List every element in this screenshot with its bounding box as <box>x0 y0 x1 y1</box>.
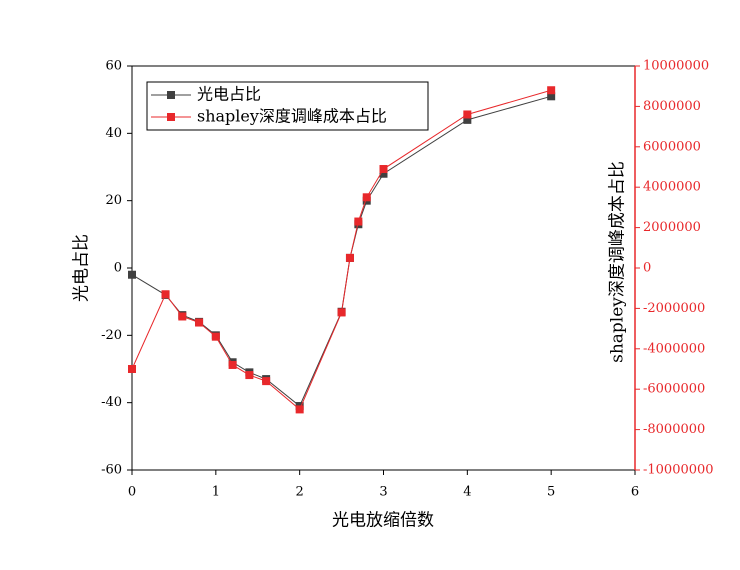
legend-label: 光电占比 <box>197 85 261 104</box>
marker <box>337 308 346 317</box>
marker <box>463 115 472 124</box>
y2-tick-label: -2000000 <box>643 301 705 316</box>
marker <box>379 169 388 178</box>
y2-tick-label: 6000000 <box>643 139 701 154</box>
series-line <box>131 89 552 411</box>
marker <box>161 290 170 299</box>
marker <box>128 270 136 279</box>
y-axis-label: 光电占比 <box>72 234 92 302</box>
x-axis-label: 光电放缩倍数 <box>332 511 434 531</box>
legend-marker <box>167 113 175 121</box>
marker <box>295 405 304 414</box>
marker <box>547 86 556 95</box>
y-tick-label: 40 <box>105 126 122 141</box>
legend-marker <box>167 91 175 99</box>
y-tick-label: -40 <box>101 395 122 410</box>
y-tick-label: -20 <box>101 328 122 343</box>
marker <box>178 312 187 321</box>
marker <box>228 360 237 369</box>
x-tick-label: 3 <box>379 485 387 500</box>
y2-tick-label: 0 <box>643 261 651 276</box>
legend-label: shapley深度调峰成本占比 <box>197 107 387 126</box>
y2-tick-label: 10000000 <box>643 59 709 74</box>
x-tick-label: 4 <box>463 485 471 500</box>
marker <box>354 217 363 226</box>
y2-tick-label: 4000000 <box>643 180 701 195</box>
y2-tick-label: 8000000 <box>643 99 701 114</box>
y-tick-label: -60 <box>101 463 122 478</box>
x-tick-label: 5 <box>547 485 555 500</box>
marker <box>245 371 254 380</box>
marker <box>547 92 556 101</box>
marker <box>379 165 388 174</box>
y2-tick-label: -4000000 <box>643 341 705 356</box>
marker <box>463 110 472 119</box>
marker <box>262 377 271 386</box>
y2-tick-label: -6000000 <box>643 382 705 397</box>
marker <box>362 193 371 202</box>
x-tick-label: 6 <box>631 485 639 500</box>
y2-tick-label: 2000000 <box>643 220 701 235</box>
x-tick-label: 0 <box>128 485 136 500</box>
legend-box <box>146 81 429 131</box>
series-line <box>131 95 552 407</box>
marker <box>345 253 354 262</box>
marker <box>211 332 220 341</box>
y2-axis-label: shapley深度调峰成本占比 <box>608 161 628 363</box>
x-tick-label: 1 <box>212 485 220 500</box>
y-tick-label: 60 <box>105 59 122 74</box>
y-tick-label: 0 <box>114 261 122 276</box>
y2-tick-label: -10000000 <box>643 463 714 478</box>
y2-tick-label: -8000000 <box>643 422 705 437</box>
x-tick-label: 2 <box>296 485 304 500</box>
marker <box>128 365 136 373</box>
y-tick-label: 20 <box>105 193 122 208</box>
marker <box>195 318 204 327</box>
